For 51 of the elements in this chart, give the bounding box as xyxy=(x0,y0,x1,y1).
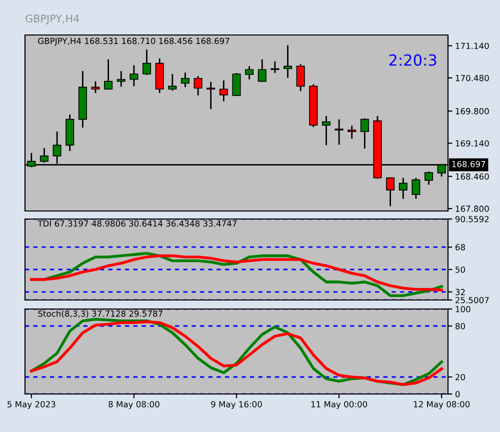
candlestick xyxy=(116,70,126,88)
candlestick xyxy=(284,44,292,79)
x-tick-label: 5 May 2023 xyxy=(8,401,56,410)
annotation: 2:20:3 xyxy=(389,54,436,66)
candlestick xyxy=(348,124,356,140)
candlestick xyxy=(194,75,202,96)
candlestick xyxy=(412,177,420,200)
y-tick-label: 25.5007 xyxy=(456,296,489,304)
y-tick-label: 68 xyxy=(456,244,465,250)
line-series xyxy=(30,254,443,292)
y-tick-label: 50 xyxy=(456,266,465,273)
candlestick xyxy=(398,177,408,200)
y-tick-label: 168.460 xyxy=(456,173,489,180)
x-tick-label: 8 May 08:00 xyxy=(108,401,160,410)
candlestick xyxy=(168,73,177,92)
candlestick xyxy=(130,64,138,87)
y-tick-label: 170.480 xyxy=(456,74,489,82)
candlestick xyxy=(296,64,305,92)
chart-title: TDI 67.3197 48.9806 30.6414 36.4348 33.4747 xyxy=(38,220,236,227)
chart-title: Stoch(8,3,3) 37.7128 29.5787 xyxy=(38,310,162,318)
candlestick xyxy=(360,118,369,150)
y-tick-label: 80 xyxy=(456,322,465,330)
y-tick-label: 169.140 xyxy=(456,140,489,147)
chart-title: GBPJPY,H4 168.531 168.710 168.456 168.697 xyxy=(38,38,230,46)
y-tick-label: 100 xyxy=(456,306,470,312)
y-tick-label: 171.140 xyxy=(456,42,489,50)
candlestick xyxy=(104,58,113,90)
y-tick-label: 20 xyxy=(456,374,465,380)
x-tick-label: 11 May 00:00 xyxy=(311,401,368,410)
y-tick-label: 0 xyxy=(455,390,460,398)
candlestick xyxy=(386,177,395,207)
candlestick xyxy=(245,66,254,80)
y-tick-label: 167.800 xyxy=(456,206,489,212)
candlestick xyxy=(142,48,152,76)
y-tick-label: 169.800 xyxy=(456,108,489,114)
candlestick xyxy=(219,80,228,102)
candlestick xyxy=(424,170,434,186)
candlestick xyxy=(334,118,344,146)
candlestick xyxy=(180,72,190,88)
candlestick xyxy=(232,72,241,97)
candlestick xyxy=(91,80,100,94)
y-tick-label: 32 xyxy=(456,288,465,296)
text: GBPJPY,H4 xyxy=(26,14,80,24)
y-tick-label: 90.5592 xyxy=(455,216,489,222)
candlestick xyxy=(258,58,266,82)
ref-line-label: 168.697 xyxy=(452,160,486,168)
candlestick xyxy=(206,81,216,110)
candlestick xyxy=(270,60,280,74)
x-tick-label: 9 May 16:00 xyxy=(211,401,262,410)
candlestick xyxy=(322,115,330,146)
x-tick-label: 12 May 08:00 xyxy=(414,401,470,410)
